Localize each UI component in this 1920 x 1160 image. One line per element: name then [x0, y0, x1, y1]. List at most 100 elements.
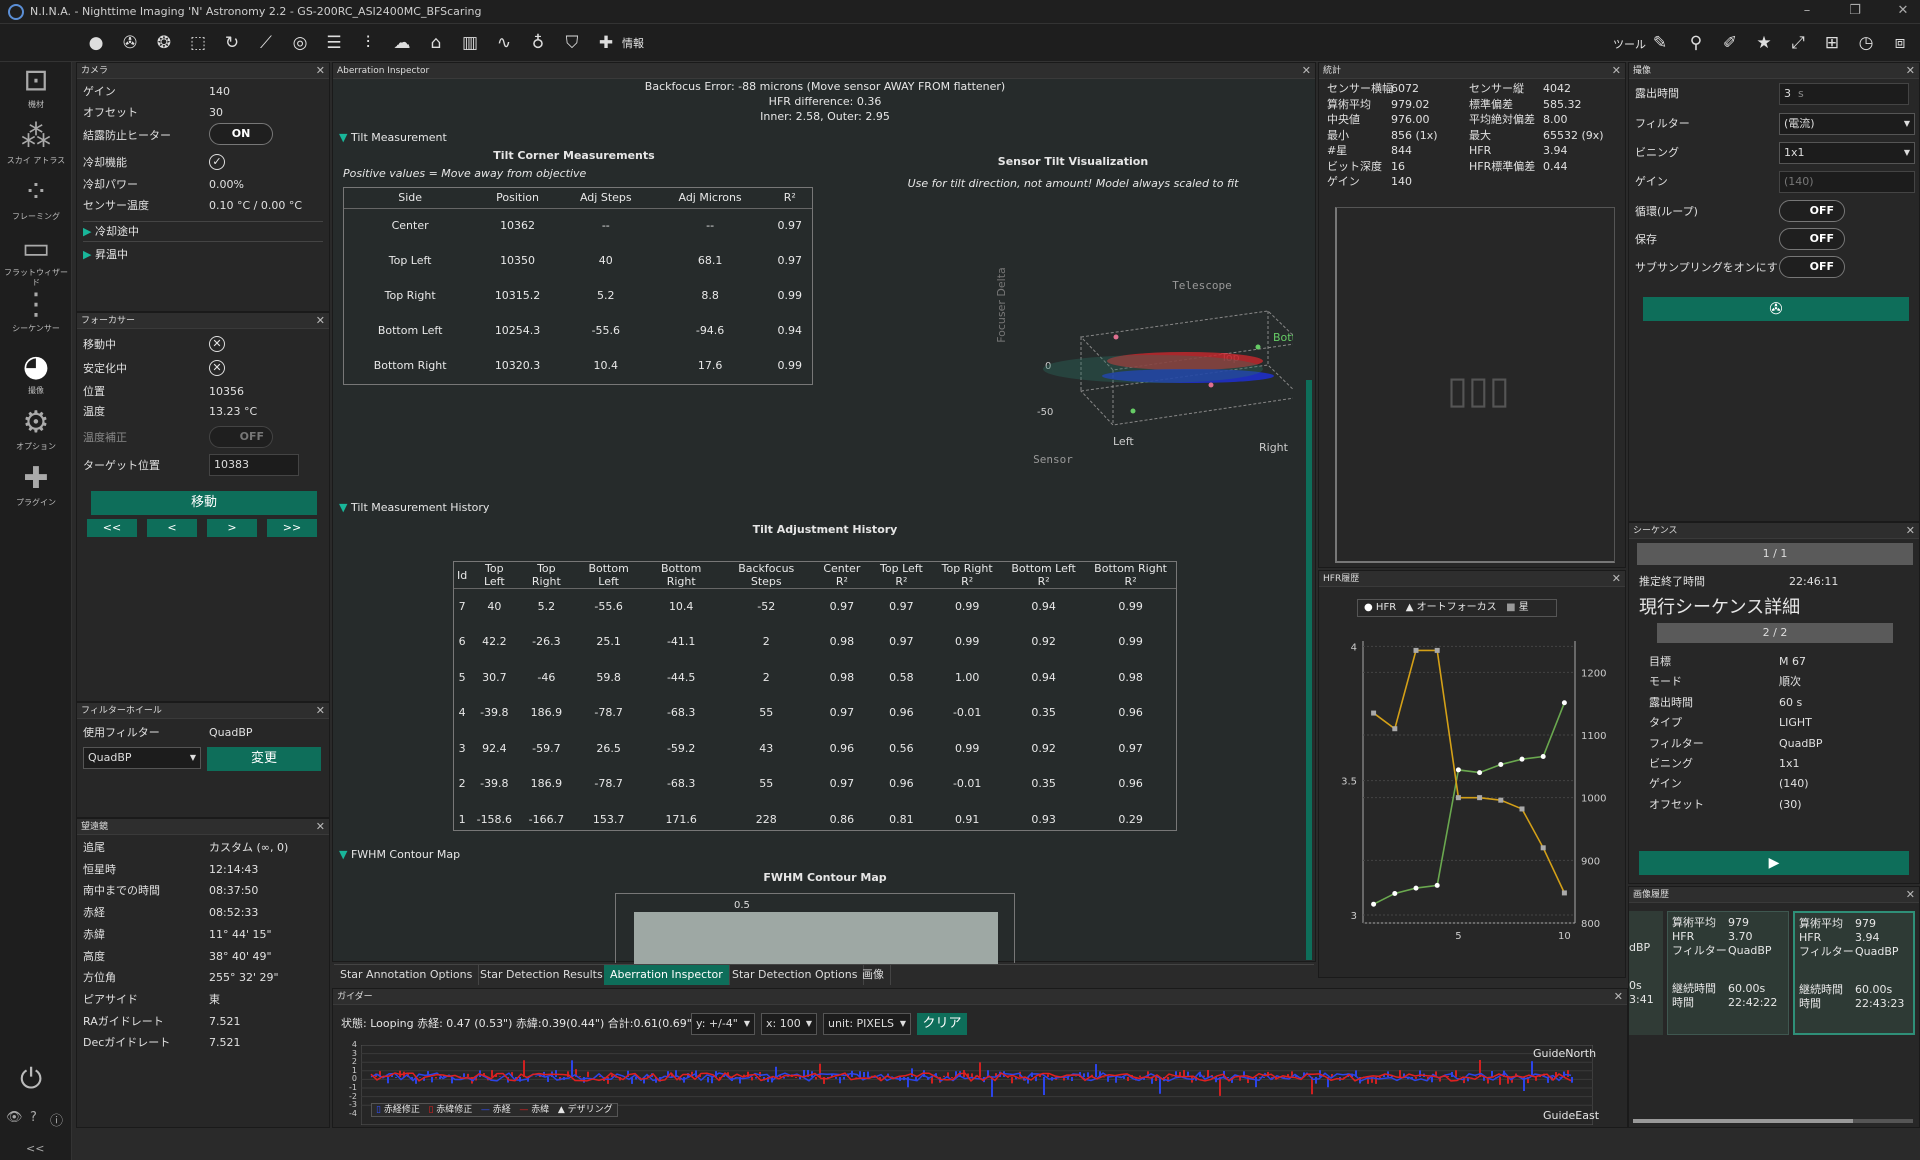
- warming-expander[interactable]: ▶ 昇温中: [83, 248, 128, 261]
- step-back-button[interactable]: <: [147, 519, 197, 537]
- target-position-input[interactable]: 10383: [209, 454, 299, 476]
- info-icon[interactable]: ⓘ: [50, 1114, 64, 1129]
- nav-sky-atlas[interactable]: ⁂ スカイ アトラス: [4, 118, 68, 178]
- dome-icon[interactable]: ⌂: [430, 33, 442, 53]
- close-icon[interactable]: ✕: [315, 820, 325, 833]
- x-scale-select[interactable]: x: 100 ▼: [761, 1013, 817, 1035]
- imaging-filter-select[interactable]: (電流) ▼: [1779, 113, 1915, 135]
- grid-icon[interactable]: ⊞: [1824, 33, 1840, 53]
- minimize-icon[interactable]: –: [1803, 3, 1811, 18]
- rotator-icon[interactable]: ↻: [224, 33, 240, 53]
- subsample-toggle[interactable]: OFF: [1779, 256, 1845, 278]
- scrollbar[interactable]: [1306, 380, 1312, 960]
- fwhm-section-header[interactable]: ▼ FWHM Contour Map: [339, 848, 461, 861]
- table-row: 2 -39.8 186.9 -78.7 -68.3 55 0.97 0.96 -0.01 0.35…: [454, 766, 1176, 802]
- image-history-card[interactable]: 算術平均 979 HFR 3.94 フィルター QuadBP 継続時間 60.00s 時間 22:…: [1793, 911, 1915, 1035]
- pencil-icon[interactable]: ✐: [1722, 33, 1738, 53]
- sliders-icon[interactable]: ⫶: [365, 33, 371, 53]
- collapse-icon[interactable]: <<: [26, 1142, 45, 1155]
- guider-icon[interactable]: ◎: [292, 33, 308, 53]
- brush-icon[interactable]: ✎: [1652, 33, 1668, 53]
- step-forward-large-button[interactable]: >>: [267, 519, 317, 537]
- close-icon[interactable]: ✕: [315, 704, 325, 717]
- close-icon[interactable]: ✕: [315, 314, 325, 327]
- step-back-large-button[interactable]: <<: [87, 519, 137, 537]
- tab-star-detection-results[interactable]: Star Detection Results: [474, 965, 610, 985]
- telescope-icon[interactable]: ⟋: [260, 33, 272, 53]
- nav-sequencer[interactable]: ⋮ シーケンサー: [4, 286, 68, 346]
- image-history-card[interactable]: 算術平均 979 HFR 3.70 フィルター QuadBP 継続時間 60.00s 時間 22:…: [1667, 911, 1789, 1035]
- table-cell: -52: [757, 600, 776, 613]
- step-forward-button[interactable]: >: [207, 519, 257, 537]
- change-filter-button[interactable]: 変更: [207, 747, 321, 771]
- help-icon[interactable]: ?: [30, 1110, 37, 1125]
- tilt-section-header[interactable]: ▼ Tilt Measurement: [339, 131, 447, 144]
- camera-icon[interactable]: ●: [88, 33, 104, 53]
- history-icon[interactable]: ◷: [1858, 33, 1874, 53]
- imaging-gain-label: ゲイン: [1635, 175, 1668, 188]
- graph-icon[interactable]: ∿: [496, 33, 512, 53]
- cooling-expander[interactable]: ▶ 冷却途中: [83, 225, 139, 238]
- stat-value: 844: [1391, 144, 1412, 157]
- tab-star-detection-options[interactable]: Star Detection Options: [726, 965, 865, 985]
- save-toggle[interactable]: OFF: [1779, 228, 1845, 250]
- search-icon[interactable]: ⚲: [1689, 33, 1703, 53]
- eye-icon[interactable]: 👁: [6, 1110, 23, 1125]
- nav-framing[interactable]: ⁘ フレーミング: [4, 174, 68, 234]
- binning-select[interactable]: 1x1 ▼: [1779, 142, 1915, 164]
- crop-icon[interactable]: ⧈: [1894, 33, 1906, 53]
- power-icon[interactable]: ⏻: [20, 1062, 43, 1095]
- stars-point: [1519, 806, 1525, 812]
- tools-label[interactable]: ツール: [1613, 38, 1646, 51]
- close-icon[interactable]: ✕: [1905, 888, 1915, 901]
- tab-aberration-inspector[interactable]: Aberration Inspector: [604, 965, 730, 985]
- close-icon[interactable]: ✕: [1905, 524, 1915, 537]
- switch-icon[interactable]: ☰: [326, 33, 342, 53]
- tab-star-annotation-options[interactable]: Star Annotation Options: [334, 965, 480, 985]
- maximize-icon[interactable]: ❐: [1849, 3, 1861, 18]
- filter-icon[interactable]: ❂: [156, 33, 172, 53]
- bulb-icon[interactable]: ♁: [531, 33, 545, 53]
- sequence-field-value: 60 s: [1779, 695, 1803, 709]
- temp-comp-toggle[interactable]: OFF: [209, 426, 273, 448]
- capture-button[interactable]: ✇: [1643, 297, 1909, 321]
- move-button[interactable]: 移動: [91, 491, 317, 515]
- history-section-header[interactable]: ▼ Tilt Measurement History: [339, 501, 490, 514]
- puzzle-icon[interactable]: ✚: [598, 33, 614, 53]
- tab-image[interactable]: 画像: [856, 965, 891, 985]
- exposure-input[interactable]: 3 s: [1779, 83, 1909, 105]
- card-label: 算術平均: [1672, 916, 1716, 929]
- loop-toggle[interactable]: OFF: [1779, 200, 1845, 222]
- star-icon[interactable]: ★: [1756, 33, 1772, 53]
- close-icon[interactable]: ✕: [1897, 3, 1909, 18]
- close-icon[interactable]: ✕: [1905, 64, 1915, 77]
- close-icon[interactable]: ✕: [1611, 572, 1621, 585]
- nav-flat-wizard[interactable]: ▭ フラットウィザード: [4, 231, 68, 287]
- close-icon[interactable]: ✕: [1611, 64, 1621, 77]
- table-cell: --: [601, 219, 610, 233]
- shield-icon[interactable]: ⛉: [565, 33, 579, 53]
- unit-select[interactable]: unit: PIXELS ▼: [823, 1013, 911, 1035]
- clear-button[interactable]: クリア: [917, 1013, 967, 1035]
- info-label[interactable]: 情報: [622, 37, 644, 50]
- close-icon[interactable]: ✕: [315, 64, 325, 77]
- series-line-hfr: [1373, 702, 1566, 905]
- focuser-icon[interactable]: ⬚: [189, 33, 207, 53]
- filter-wheel-icon[interactable]: ✇: [122, 33, 138, 53]
- nav-options[interactable]: ⚙ オプション: [4, 404, 68, 464]
- nav-plugins[interactable]: ✚ プラグイン: [4, 460, 68, 520]
- nav-imaging[interactable]: ◕ 撮像: [4, 348, 68, 408]
- y-scale-select[interactable]: y: +/-4" ▼: [691, 1013, 755, 1035]
- heater-toggle[interactable]: ON: [209, 123, 273, 145]
- weather-icon[interactable]: ☁: [393, 33, 411, 53]
- imaging-gain-input[interactable]: (140): [1779, 171, 1915, 193]
- filter-select[interactable]: QuadBP ▼: [83, 747, 201, 769]
- close-icon[interactable]: ✕: [1301, 64, 1311, 77]
- close-icon[interactable]: ✕: [1613, 990, 1623, 1003]
- expand-icon[interactable]: ⤢: [1791, 33, 1805, 53]
- start-sequence-button[interactable]: ▶: [1639, 851, 1909, 875]
- image-history-card-partial[interactable]: dBP 0s 3:41: [1629, 911, 1663, 1035]
- image-history-panel: 画像履歴 ✕ dBP 0s 3:41 算術平均 979 HFR 3.70 フィルター Qua…: [1628, 886, 1920, 1128]
- chart-icon[interactable]: ▥: [461, 33, 479, 53]
- nav-equipment[interactable]: ⊡ 機材: [4, 62, 68, 122]
